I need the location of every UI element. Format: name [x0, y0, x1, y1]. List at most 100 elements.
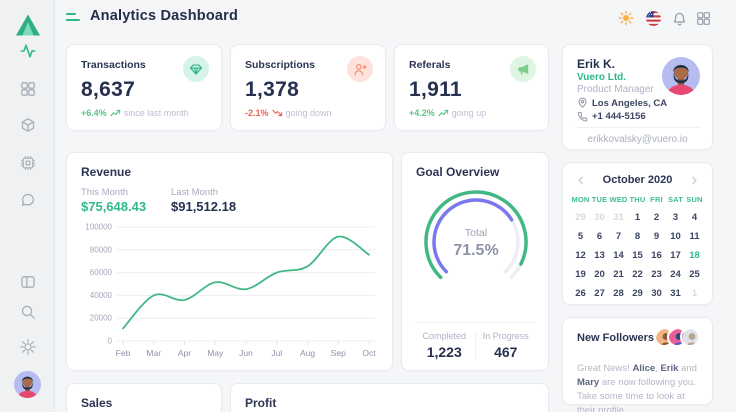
calendar-day[interactable]: 11	[689, 231, 700, 242]
stat-label: Referals	[409, 59, 451, 71]
sidebar	[0, 0, 55, 412]
calendar-day[interactable]: 6	[596, 231, 603, 242]
sidebar-item-messages[interactable]	[0, 192, 55, 208]
profile-company: Vuero Ltd.	[577, 72, 627, 83]
calendar-day[interactable]: 10	[670, 231, 681, 242]
calendar-weekday: WED	[609, 195, 628, 204]
calendar-day[interactable]: 5	[577, 231, 584, 242]
svg-text:Apr: Apr	[178, 348, 191, 358]
app-logo[interactable]	[0, 13, 55, 37]
goal-footer: Completed 1,223 In Progress 467	[414, 322, 536, 360]
calendar-day[interactable]: 8	[634, 231, 641, 242]
calendar-day[interactable]: 30	[651, 288, 662, 299]
goal-title: Goal Overview	[416, 165, 500, 179]
last-month-label: Last Month	[171, 187, 218, 198]
calendar-day[interactable]: 25	[689, 269, 700, 280]
theme-toggle-button[interactable]	[616, 8, 636, 28]
svg-text:Jul: Jul	[271, 348, 282, 358]
calendar-day[interactable]: 15	[632, 250, 643, 261]
calendar-day[interactable]: 17	[670, 250, 681, 261]
sidebar-item-activity[interactable]	[0, 43, 55, 59]
svg-text:80000: 80000	[90, 245, 113, 254]
stat-card-referals: Referals 1,911 +4.2% going up	[394, 44, 549, 131]
calendar-day[interactable]: 21	[613, 269, 624, 280]
calendar-weekday: TUE	[591, 195, 608, 204]
sidebar-item-dashboards[interactable]	[0, 81, 55, 97]
calendar-day[interactable]: 9	[653, 231, 660, 242]
svg-text:May: May	[207, 348, 224, 358]
calendar-day-selected[interactable]: 18	[689, 250, 700, 261]
svg-text:Sep: Sep	[331, 348, 346, 358]
calendar-day[interactable]: 3	[672, 212, 679, 223]
revenue-card: Revenue This Month $75,648.43 Last Month…	[66, 152, 393, 371]
user-avatar	[14, 371, 41, 398]
trend-arrow-icon	[271, 109, 282, 117]
sidebar-item-products[interactable]	[0, 117, 55, 133]
calendar-next-button[interactable]	[688, 173, 702, 187]
stat-value: 1,911	[409, 78, 462, 101]
calendar-day[interactable]: 14	[613, 250, 624, 261]
calendar-day[interactable]: 7	[615, 231, 622, 242]
menu-toggle-icon[interactable]	[66, 13, 82, 25]
goal-gauge-chart	[424, 190, 528, 280]
sidebar-item-search[interactable]	[0, 304, 55, 320]
calendar-day[interactable]: 2	[653, 212, 660, 223]
svg-text:60000: 60000	[90, 268, 113, 277]
calendar-weekday: SAT	[667, 195, 684, 204]
notifications-button[interactable]	[669, 8, 689, 28]
apps-button[interactable]	[693, 8, 713, 28]
calendar-header: October 2020	[573, 173, 702, 187]
calendar-day[interactable]: 31	[670, 288, 681, 299]
last-month-value: $91,512.18	[171, 199, 237, 214]
calendar-day[interactable]: 19	[575, 269, 586, 280]
sales-title: Sales	[81, 396, 113, 410]
new-followers-card: New Followers Great News! Alice, Erik an…	[562, 317, 713, 412]
profile-card: Erik K. Vuero Ltd. Product Manager Los A…	[562, 44, 713, 150]
calendar-day[interactable]: 29	[632, 288, 643, 299]
calendar-weekday: SUN	[686, 195, 703, 204]
goal-overview-card: Goal Overview Total 71.5% Completed 1,22…	[401, 152, 549, 371]
calendar-weekday: FRI	[650, 195, 663, 204]
activity-icon	[19, 44, 35, 58]
svg-text:40000: 40000	[90, 291, 113, 300]
stat-trend: +6.4% since last month	[81, 108, 189, 118]
language-button[interactable]	[643, 8, 663, 28]
goal-completed: Completed 1,223	[422, 331, 467, 360]
calendar-day[interactable]: 13	[594, 250, 605, 261]
calendar-day[interactable]: 30	[594, 212, 605, 223]
cpu-icon	[20, 156, 35, 170]
calendar-day[interactable]: 29	[575, 212, 586, 223]
sidebar-user-avatar[interactable]	[0, 371, 55, 398]
calendar-day[interactable]: 20	[594, 269, 605, 280]
goal-in-progress: In Progress 467	[474, 331, 537, 360]
calendar-prev-button[interactable]	[573, 173, 587, 187]
stat-label: Transactions	[81, 59, 146, 71]
stat-value: 1,378	[245, 78, 300, 101]
sidebar-item-settings[interactable]	[0, 339, 55, 355]
calendar-day[interactable]: 28	[613, 288, 624, 299]
followers-message: Great News! Alice, Erik and Mary are now…	[577, 362, 697, 412]
calendar-day[interactable]: 22	[632, 269, 643, 280]
gem-icon	[183, 56, 209, 82]
calendar-day[interactable]: 23	[651, 269, 662, 280]
calendar-day[interactable]: 27	[594, 288, 605, 299]
bell-icon	[673, 12, 685, 26]
calendar-day[interactable]: 1	[691, 288, 698, 299]
calendar-day[interactable]: 16	[651, 250, 662, 261]
calendar-day[interactable]: 1	[634, 212, 641, 223]
gear-icon	[19, 339, 36, 355]
stat-trend: -2.1% going down	[245, 108, 332, 118]
location-pin-icon	[578, 97, 587, 108]
calendar-day[interactable]: 31	[613, 212, 624, 223]
calendar-day[interactable]: 4	[691, 212, 698, 223]
sidebar-item-layouts[interactable]	[0, 274, 55, 290]
followers-title: New Followers	[577, 332, 655, 344]
calendar-day[interactable]: 12	[575, 250, 586, 261]
profile-phone: +1 444-5156	[577, 111, 646, 122]
profile-avatar	[662, 57, 700, 100]
sidebar-item-components[interactable]	[0, 155, 55, 171]
stat-trend: +4.2% going up	[409, 108, 487, 118]
calendar-day[interactable]: 26	[575, 288, 586, 299]
calendar-day[interactable]: 24	[670, 269, 681, 280]
